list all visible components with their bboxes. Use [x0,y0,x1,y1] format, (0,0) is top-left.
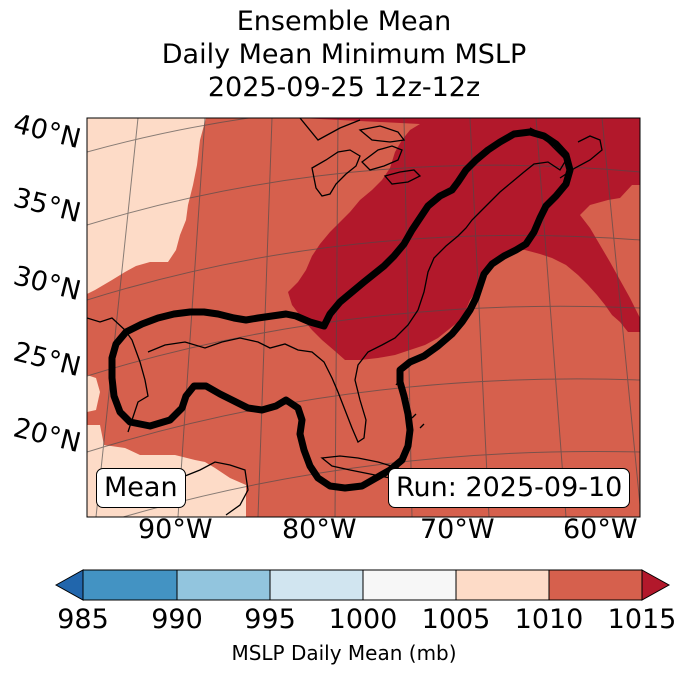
lon-line-75 [403,118,413,517]
lon-label-90w: 90°W [138,514,213,545]
mean-label-box: Mean [96,468,186,508]
colorbar-bin-985-990 [82,569,178,601]
colorbar-bin-1010-1015 [548,569,643,601]
coastlines [87,118,603,516]
colorbar-bin-990-995 [176,569,271,601]
colorbar-tick-990: 990 [151,604,203,635]
lon-line-95 [95,118,139,517]
colorbar-bin-995-1000 [269,569,364,601]
mslp-region-1005-1010 [87,118,206,294]
ensemble-mean-contour [108,128,574,492]
colorbar-tick-1005: 1005 [421,604,491,635]
atlantic-coast [417,127,567,311]
lon-line-70 [469,118,490,517]
gulf-coast [87,309,419,443]
graticule [87,118,640,517]
lat-line-25 [87,305,640,377]
colorbar-tick-995: 995 [244,604,296,635]
colorbar-label: MSLP Daily Mean (mb) [231,641,457,665]
great-lakes [311,125,422,197]
lon-line-80 [334,118,339,517]
lon-line-90 [177,118,206,517]
colorbar-bin-1005-1010 [455,569,550,601]
title-line-3: 2025-09-25 12z-12z [207,72,481,103]
colorbar-bin-1000-1005 [362,569,457,601]
lon-line-65 [535,118,567,517]
colorbar-extend-low [54,569,84,601]
lon-label-70w: 70°W [420,514,495,545]
colorbar [54,569,671,601]
lat-line-35 [87,164,640,226]
mslp-region-above-1015 [288,118,640,360]
lat-line-20 [87,378,640,453]
colorbar-tick-1015: 1015 [607,604,677,635]
title-line-2: Daily Mean Minimum MSLP [161,39,527,70]
colorbar-tick-985: 985 [57,604,109,635]
lon-label-60w: 60°W [563,514,638,545]
lon-label-80w: 80°W [282,514,357,545]
yucatan [179,461,249,516]
lat-line-30 [87,234,640,301]
colorbar-tick-1000: 1000 [328,604,398,635]
nova-scotia [559,135,603,179]
title-line-1: Ensemble Mean [236,6,452,37]
lat-line-40 [87,118,253,153]
lon-line-60 [601,118,640,506]
map-frame [86,117,641,518]
colorbar-tick-1010: 1010 [514,604,584,635]
colorbar-extend-high [641,569,671,601]
mslp-region-1005-1010-west-edge [87,375,100,412]
run-date-box: Run: 2025-09-10 [388,468,631,508]
northern-land [299,118,361,141]
